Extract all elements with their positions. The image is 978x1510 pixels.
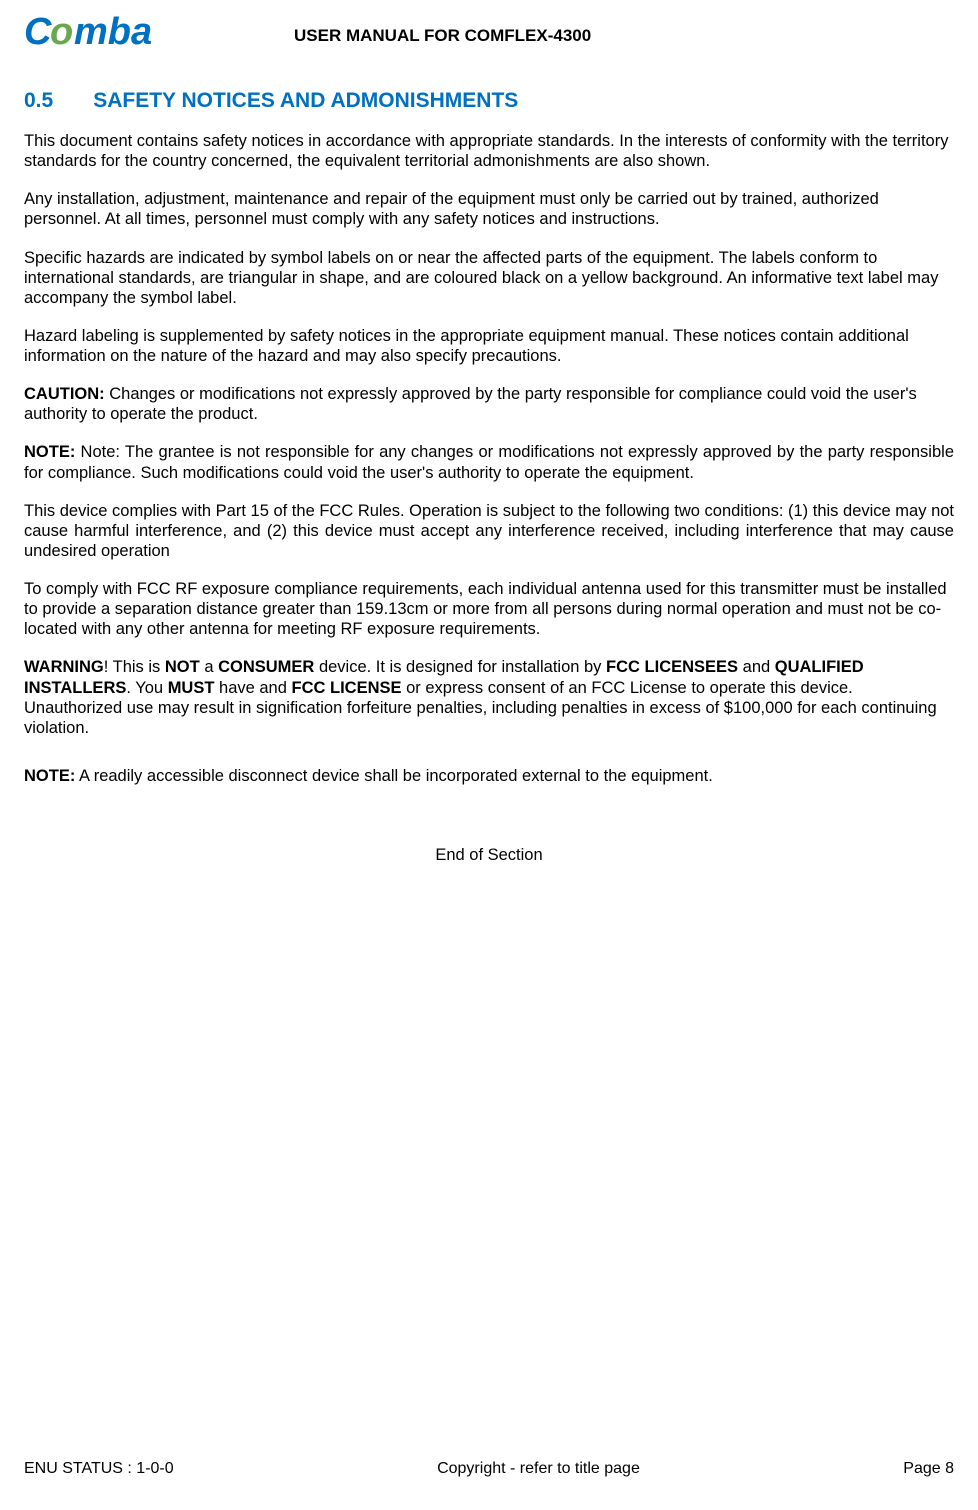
paragraph: This document contains safety notices in… [24, 131, 954, 171]
note-text: Note: The grantee is not responsible for… [24, 443, 954, 481]
caution-label: CAUTION: [24, 385, 105, 403]
paragraph: This device complies with Part 15 of the… [24, 501, 954, 561]
warning-label: WARNING [24, 658, 104, 676]
footer-copyright: Copyright - refer to title page [437, 1460, 640, 1478]
end-of-section: End of Section [24, 846, 954, 865]
warning-paragraph: WARNING! This is NOT a CONSUMER device. … [24, 657, 954, 738]
note-text: A readily accessible disconnect device s… [75, 767, 712, 785]
note-paragraph: NOTE: Note: The grantee is not responsib… [24, 442, 954, 482]
footer-page-number: Page 8 [903, 1460, 954, 1478]
paragraph: To comply with FCC RF exposure complianc… [24, 579, 954, 639]
section-heading: 0.5 SAFETY NOTICES AND ADMONISHMENTS [24, 89, 954, 113]
section-title: SAFETY NOTICES AND ADMONISHMENTS [93, 89, 518, 113]
paragraph: Hazard labeling is supplemented by safet… [24, 326, 954, 366]
note-label: NOTE: [24, 443, 75, 461]
paragraph: Specific hazards are indicated by symbol… [24, 248, 954, 308]
note-paragraph: NOTE: A readily accessible disconnect de… [24, 766, 954, 786]
page-footer: ENU STATUS : 1-0-0 Copyright - refer to … [24, 1460, 954, 1478]
svg-text:mba: mba [74, 12, 152, 53]
footer-status: ENU STATUS : 1-0-0 [24, 1460, 174, 1478]
note-label: NOTE: [24, 767, 75, 785]
body-content: This document contains safety notices in… [24, 131, 954, 865]
document-title: USER MANUAL FOR COMFLEX-4300 [294, 26, 591, 46]
section-number: 0.5 [24, 89, 53, 113]
comba-logo: C o mba [24, 12, 204, 59]
caution-text: Changes or modifications not expressly a… [24, 385, 917, 423]
svg-text:o: o [50, 12, 73, 53]
page-header: C o mba USER MANUAL FOR COMFLEX-4300 [24, 20, 954, 59]
caution-paragraph: CAUTION: Changes or modifications not ex… [24, 384, 954, 424]
svg-text:C: C [24, 12, 52, 53]
paragraph: Any installation, adjustment, maintenanc… [24, 189, 954, 229]
